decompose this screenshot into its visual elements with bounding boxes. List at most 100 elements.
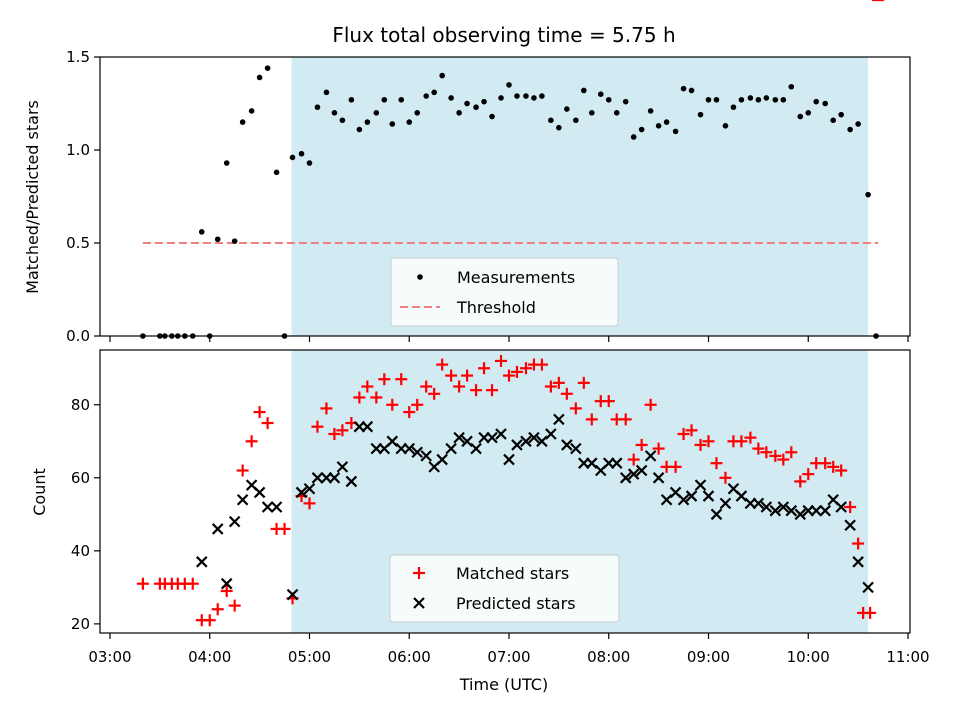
matched-star-point bbox=[428, 387, 441, 400]
x-tick-label: 03:00 bbox=[88, 648, 131, 666]
measurement-point bbox=[663, 119, 670, 125]
matched-star-point bbox=[436, 358, 449, 371]
matched-star-point bbox=[827, 460, 840, 473]
ratio-axes-frame bbox=[99, 56, 911, 337]
matched-star-point bbox=[819, 457, 832, 470]
predicted-star-points bbox=[195, 413, 874, 601]
count-legend: Matched stars Predicted stars bbox=[389, 554, 620, 623]
x-tick-label: 09:00 bbox=[687, 648, 730, 666]
matched-star-point bbox=[303, 497, 316, 510]
ratio-y-tick-label: 0.0 bbox=[66, 327, 90, 345]
measurement-point bbox=[713, 96, 720, 103]
measurement-point bbox=[531, 95, 537, 101]
measurement-point bbox=[389, 121, 396, 127]
measurement-point bbox=[298, 150, 305, 157]
x-axis-label: Time (UTC) bbox=[459, 675, 548, 694]
matched-star-point bbox=[760, 446, 773, 459]
predicted-star-point bbox=[710, 508, 723, 521]
measurement-point bbox=[680, 85, 687, 92]
matched-star-point bbox=[461, 369, 474, 382]
measurement-point bbox=[755, 96, 762, 103]
predicted-star-point bbox=[486, 431, 498, 444]
measurement-point bbox=[605, 96, 612, 103]
measurement-point bbox=[431, 89, 437, 96]
matched-star-point bbox=[386, 398, 399, 411]
matched-star-point bbox=[794, 475, 807, 488]
measurement-point bbox=[588, 110, 595, 116]
measurement-point bbox=[289, 154, 296, 161]
measurement-point bbox=[256, 74, 263, 81]
predicted-star-point bbox=[303, 482, 316, 495]
matched-star-point bbox=[519, 362, 532, 375]
predicted-star-point bbox=[195, 556, 208, 568]
measurement-point bbox=[847, 126, 853, 133]
measurement-point bbox=[381, 96, 388, 103]
chart-title: Flux total observing time = 5.75 h bbox=[332, 23, 675, 47]
predicted-star-point bbox=[536, 435, 548, 448]
predicted-star-point bbox=[236, 493, 249, 506]
matched-star-point bbox=[510, 365, 523, 378]
measurement-point bbox=[239, 119, 246, 125]
predicted-star-point bbox=[735, 490, 748, 502]
matched-star-point bbox=[411, 398, 424, 411]
predicted-star-point bbox=[511, 439, 523, 451]
matched-star-point bbox=[403, 406, 416, 419]
predicted-star-point bbox=[610, 457, 623, 469]
predicted-star-point bbox=[635, 464, 648, 477]
measurement-point bbox=[331, 110, 338, 116]
measurement-point bbox=[797, 113, 804, 120]
predicted-star-point bbox=[528, 431, 540, 444]
matched-star-point bbox=[186, 577, 199, 590]
predicted-star-point bbox=[862, 581, 874, 594]
predicted-star-point bbox=[819, 504, 831, 517]
ratio-x-ticks bbox=[109, 336, 909, 342]
ratio-legend-box bbox=[390, 257, 619, 327]
measurement-point bbox=[772, 96, 779, 103]
measurement-point bbox=[730, 104, 737, 111]
measurement-point bbox=[830, 117, 836, 124]
measurement-point bbox=[581, 87, 587, 94]
matched-star-point bbox=[361, 380, 374, 393]
matched-star-point bbox=[694, 438, 707, 451]
ratio-y-axis-label: Matched/Predicted stars bbox=[23, 100, 42, 294]
matched-star-point bbox=[552, 376, 565, 389]
matched-star-point bbox=[486, 384, 499, 397]
measurement-point bbox=[597, 91, 604, 97]
predicted-star-point bbox=[694, 479, 707, 491]
matched-star-point bbox=[777, 453, 790, 466]
measurement-point bbox=[705, 96, 712, 103]
predicted-star-point bbox=[785, 504, 798, 517]
matched-star-point bbox=[420, 380, 433, 393]
measurement-point bbox=[805, 110, 812, 116]
predicted-star-point bbox=[420, 450, 432, 462]
measurement-point bbox=[214, 236, 221, 243]
matched-star-point bbox=[378, 373, 391, 386]
count-legend-box bbox=[389, 554, 620, 623]
measurement-point bbox=[456, 110, 462, 116]
measurement-point bbox=[198, 229, 205, 235]
matched-star-point bbox=[544, 380, 557, 393]
measurement-point bbox=[273, 169, 280, 176]
measurement-point bbox=[747, 95, 754, 101]
matched-star-point bbox=[769, 449, 782, 462]
ratio-y-ticks: 0.0 0.5 1.0 1.5 bbox=[66, 48, 100, 345]
x-tick-label: 07:00 bbox=[487, 648, 530, 666]
predicted-star-point bbox=[570, 442, 582, 455]
matched-star-point bbox=[560, 387, 573, 400]
matched-star-point bbox=[735, 435, 748, 448]
matched-star-point bbox=[445, 369, 458, 382]
predicted-star-point bbox=[470, 442, 482, 455]
matched-star-point bbox=[253, 406, 266, 419]
predicted-star-point bbox=[586, 457, 598, 469]
matched-star-point bbox=[453, 380, 466, 393]
measurement-point bbox=[630, 134, 637, 140]
x-tick-label: 10:00 bbox=[787, 648, 830, 666]
legend-predicted-label: Predicted stars bbox=[456, 594, 576, 613]
matched-star-point bbox=[502, 369, 515, 382]
measurement-point bbox=[622, 98, 629, 105]
measurement-point bbox=[548, 117, 554, 124]
matched-star-point bbox=[844, 501, 857, 514]
predicted-star-point bbox=[403, 442, 416, 455]
ratio-y-tick-label: 1.5 bbox=[66, 48, 90, 66]
